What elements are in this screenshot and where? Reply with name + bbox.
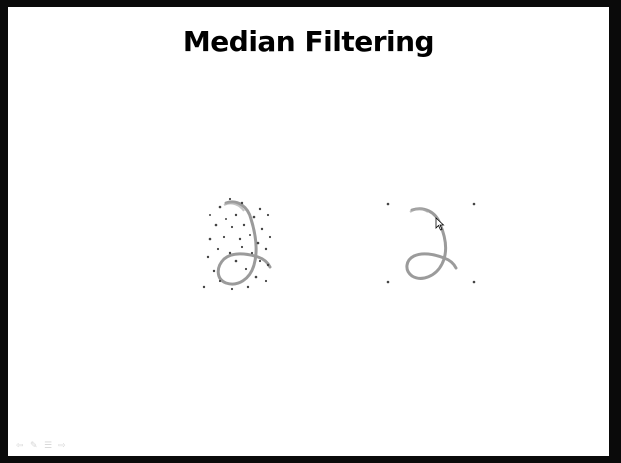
slide: Median Filtering bbox=[8, 7, 609, 456]
slide-title: Median Filtering bbox=[182, 25, 435, 58]
digit-stroke bbox=[405, 207, 458, 280]
previous-arrow-icon[interactable]: ⇦ bbox=[16, 441, 24, 451]
next-arrow-icon[interactable]: ⇨ bbox=[58, 441, 66, 451]
slideshow-toolbar: ⇦ ✎ ☰ ⇨ bbox=[16, 441, 68, 451]
filtered-digit-image bbox=[386, 202, 476, 284]
pen-icon[interactable]: ✎ bbox=[30, 441, 38, 451]
mouse-cursor-icon bbox=[435, 217, 445, 231]
noisy-digit-image bbox=[202, 197, 272, 291]
corner-dots bbox=[386, 202, 476, 284]
menu-icon[interactable]: ☰ bbox=[44, 441, 53, 451]
digit-stroke bbox=[216, 200, 272, 286]
noise-dots bbox=[202, 197, 272, 291]
